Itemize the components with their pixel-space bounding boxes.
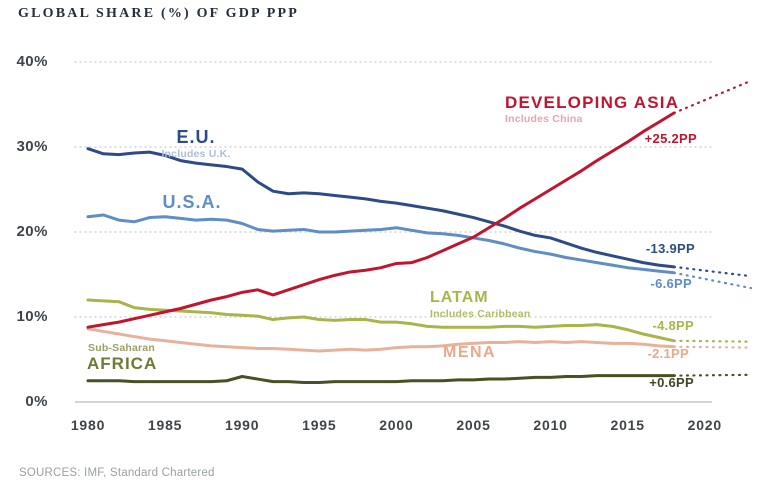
change-annotation-latam: -4.8PP: [652, 318, 694, 333]
x-tick-label: 1995: [302, 417, 337, 433]
series-line-mena: [86, 327, 676, 353]
y-tick-label: 40%: [16, 52, 48, 70]
sources-note: SOURCES: IMF, Standard Chartered: [19, 467, 215, 479]
x-tick-label: 1985: [147, 417, 183, 433]
x-tick-label: 2020: [687, 417, 722, 433]
x-tick-label: 1990: [225, 417, 260, 433]
series-name-africa: AFRICA: [87, 354, 158, 374]
change-annotation-developing-asia: +25.2PP: [644, 131, 697, 146]
series-label-developing-asia: DEVELOPING ASIA Includes China: [505, 94, 679, 125]
x-tick-label: 2005: [456, 417, 491, 433]
y-tick-label: 0%: [25, 392, 48, 410]
series-name-latam: LATAM: [430, 289, 489, 306]
x-tick-label: 2015: [610, 417, 645, 433]
series-name-developing-asia: DEVELOPING ASIA: [505, 93, 680, 112]
series-label-usa: U.S.A.: [146, 193, 238, 212]
y-tick-label: 10%: [16, 307, 48, 325]
change-annotation-eu: -13.9PP: [645, 241, 695, 256]
change-annotation-usa: -6.6PP: [650, 276, 692, 291]
series-name-mena: MENA: [443, 344, 497, 361]
series-label-mena: MENA: [443, 344, 497, 362]
series-label-eu: E.U. Includes U.K.: [150, 128, 242, 160]
series-name-usa: U.S.A.: [162, 192, 222, 212]
series-line-latam: [86, 298, 676, 343]
series-subtitle-africa: Sub-Saharan: [88, 342, 155, 354]
chart-title: GLOBAL SHARE (%) OF GDP PPP: [18, 6, 299, 21]
projection-line-latam: [672, 339, 753, 343]
change-annotation-mena: -2.1PP: [647, 346, 689, 361]
projection-line-eu: [672, 265, 753, 278]
y-tick-label: 30%: [16, 137, 48, 155]
series-subtitle-developing-asia: Includes China: [505, 112, 583, 125]
y-tick-label: 20%: [16, 222, 48, 240]
series-subtitle-latam: Includes Caribbean: [430, 307, 531, 320]
series-label-latam: LATAM Includes Caribbean: [430, 289, 531, 320]
projection-line-developing-asia: [672, 79, 753, 115]
series-subtitle-eu: Includes U.K.: [161, 147, 231, 160]
series-line-africa: [86, 374, 676, 384]
series-line-usa: [86, 213, 676, 275]
x-tick-label: 1980: [70, 417, 106, 433]
change-annotation-africa: +0.6PP: [649, 375, 694, 390]
x-tick-label: 2010: [533, 417, 568, 433]
series-name-eu: E.U.: [176, 127, 216, 147]
x-tick-label: 2000: [379, 417, 414, 433]
series-label-africa: Sub-Saharan AFRICA: [87, 342, 158, 374]
